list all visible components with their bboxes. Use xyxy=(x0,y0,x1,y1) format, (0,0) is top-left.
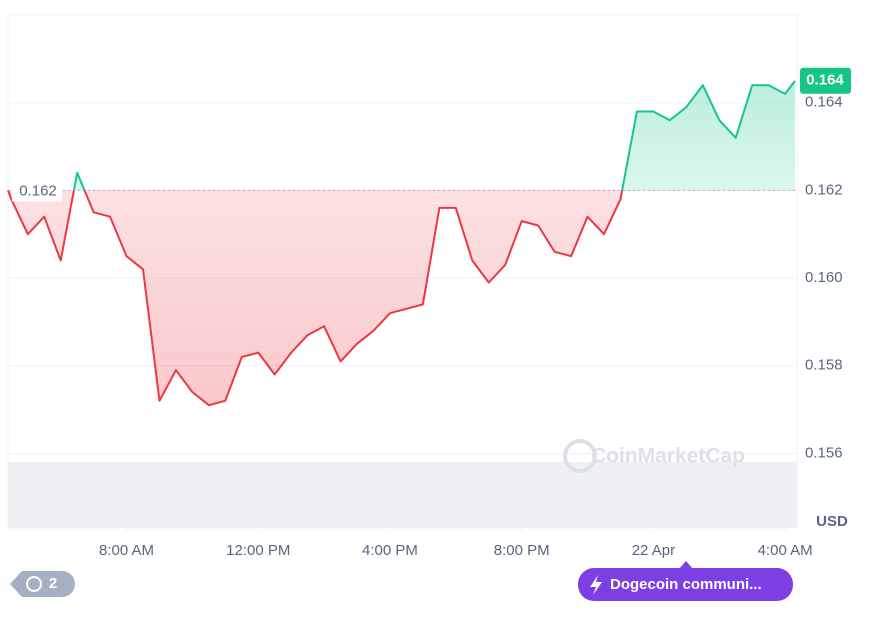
x-tick-label: 4:00 AM xyxy=(758,542,813,559)
y-tick-label: 0.164 xyxy=(805,94,843,111)
last-price-label: 0.164 xyxy=(806,72,844,89)
price-line xyxy=(7,80,796,407)
baseline-label: 0.162 xyxy=(19,182,57,199)
x-tick-label: 8:00 AM xyxy=(99,542,154,559)
y-tick-label: 0.160 xyxy=(805,269,843,286)
x-tick-label: 8:00 PM xyxy=(494,542,550,559)
x-tick-label: 22 Apr xyxy=(632,542,675,559)
watermark-logo xyxy=(563,439,597,473)
y-tick-label: 0.156 xyxy=(805,444,843,461)
news-icon xyxy=(590,575,602,595)
area xyxy=(8,80,795,406)
y-tick-label: 0.162 xyxy=(805,181,843,198)
news-pointer xyxy=(679,561,693,569)
news-button[interactable] xyxy=(578,568,793,601)
watermark: CoinMarketCap xyxy=(591,445,745,468)
baseline-label-box xyxy=(12,179,62,202)
volume-area xyxy=(8,462,797,528)
currency-label: USD xyxy=(816,513,848,530)
x-tick-label: 4:00 PM xyxy=(362,542,418,559)
news-text: Dogecoin communi... xyxy=(610,576,762,593)
history-badge[interactable] xyxy=(10,571,75,597)
x-tick-label: 12:00 PM xyxy=(226,542,290,559)
last-price-box xyxy=(800,67,851,94)
y-tick-label: 0.158 xyxy=(805,357,843,374)
history-icon xyxy=(26,576,42,592)
history-count: 2 xyxy=(49,575,57,592)
